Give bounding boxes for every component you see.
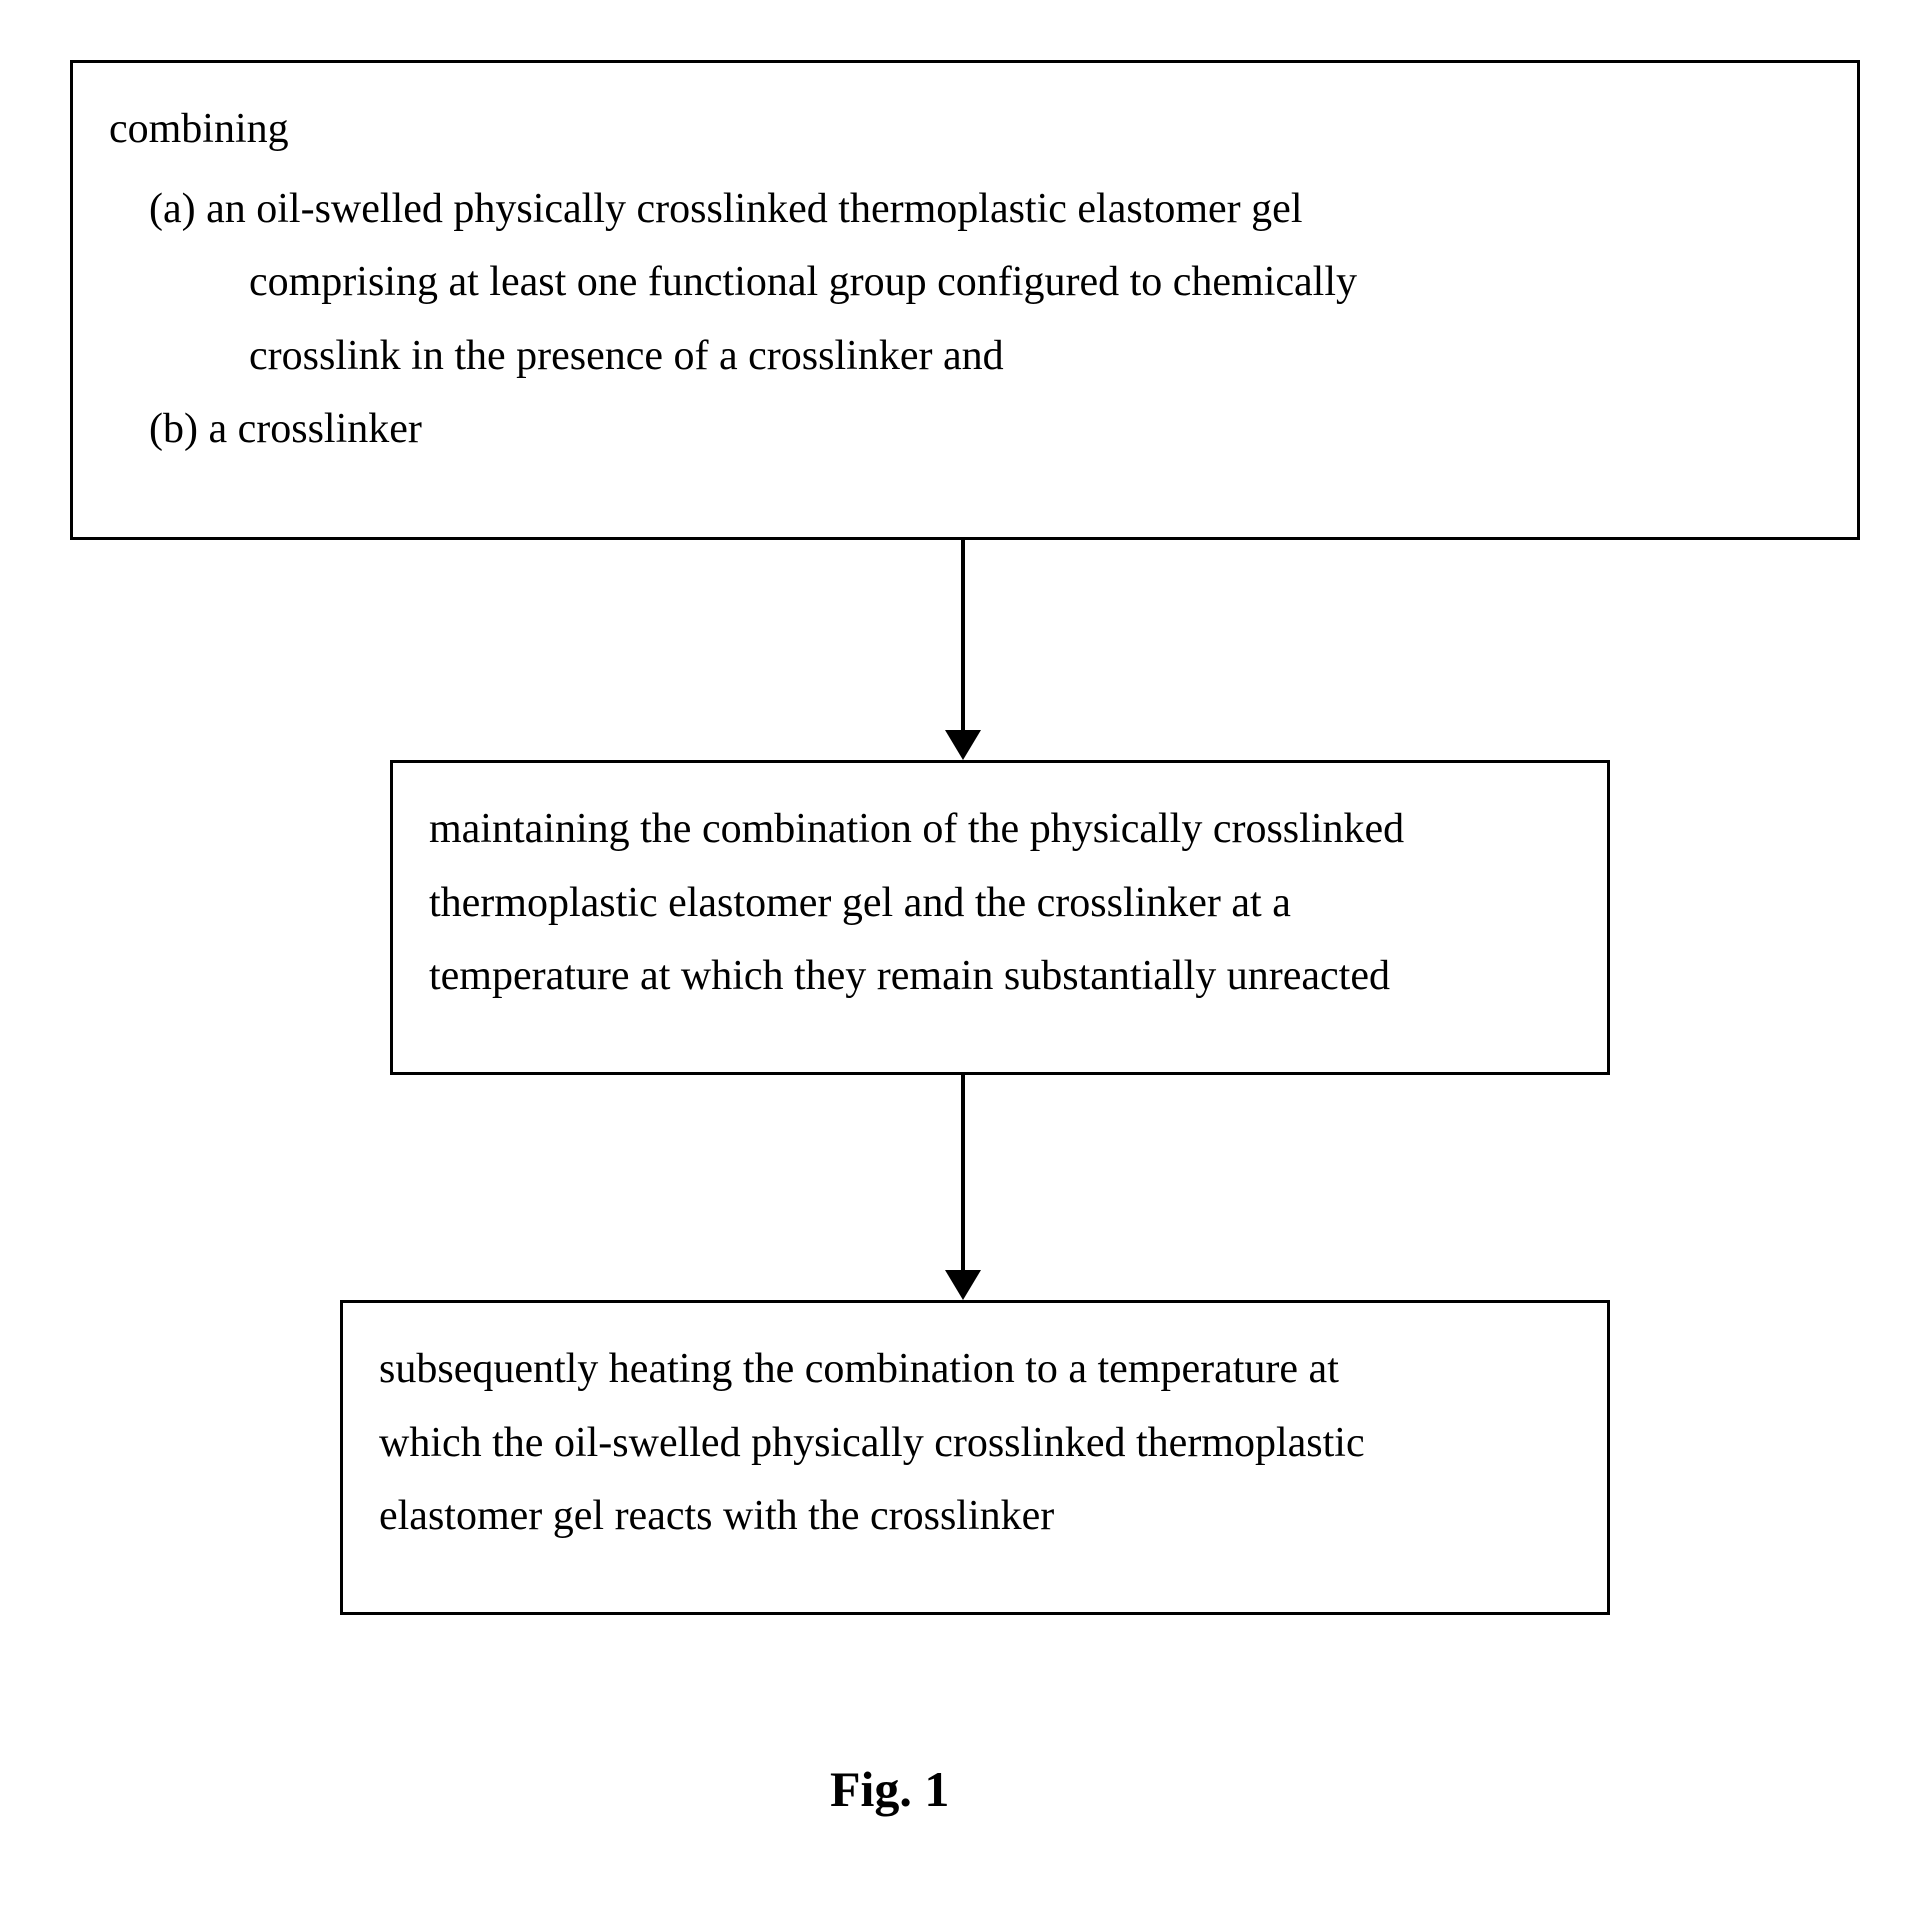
box2-line2: thermoplastic elastomer gel and the cros… — [429, 867, 1571, 941]
flowchart-node-heating: subsequently heating the combination to … — [340, 1300, 1610, 1615]
box2-line3: temperature at which they remain substan… — [429, 940, 1571, 1014]
flowchart-node-combining: combining (a) an oil-swelled physically … — [70, 60, 1860, 540]
arrow-shaft — [961, 540, 965, 730]
flowchart-node-maintaining: maintaining the combination of the physi… — [390, 760, 1610, 1075]
arrow-shaft — [961, 1075, 965, 1270]
box1-lead: combining — [109, 93, 1821, 167]
flowchart-canvas: combining (a) an oil-swelled physically … — [0, 0, 1930, 1919]
box1-a-line2: comprising at least one functional group… — [109, 246, 1821, 320]
box1-b-line: (b) a crosslinker — [109, 393, 1821, 467]
arrow-head-icon — [945, 730, 981, 760]
box2-line1: maintaining the combination of the physi… — [429, 793, 1571, 867]
box3-line2: which the oil-swelled physically crossli… — [379, 1407, 1571, 1481]
box3-line3: elastomer gel reacts with the crosslinke… — [379, 1480, 1571, 1554]
arrow-head-icon — [945, 1270, 981, 1300]
figure-caption: Fig. 1 — [830, 1760, 949, 1818]
box3-line1: subsequently heating the combination to … — [379, 1333, 1571, 1407]
box1-a-line3: crosslink in the presence of a crosslink… — [109, 320, 1821, 394]
box1-a-line1: (a) an oil-swelled physically crosslinke… — [109, 173, 1821, 247]
